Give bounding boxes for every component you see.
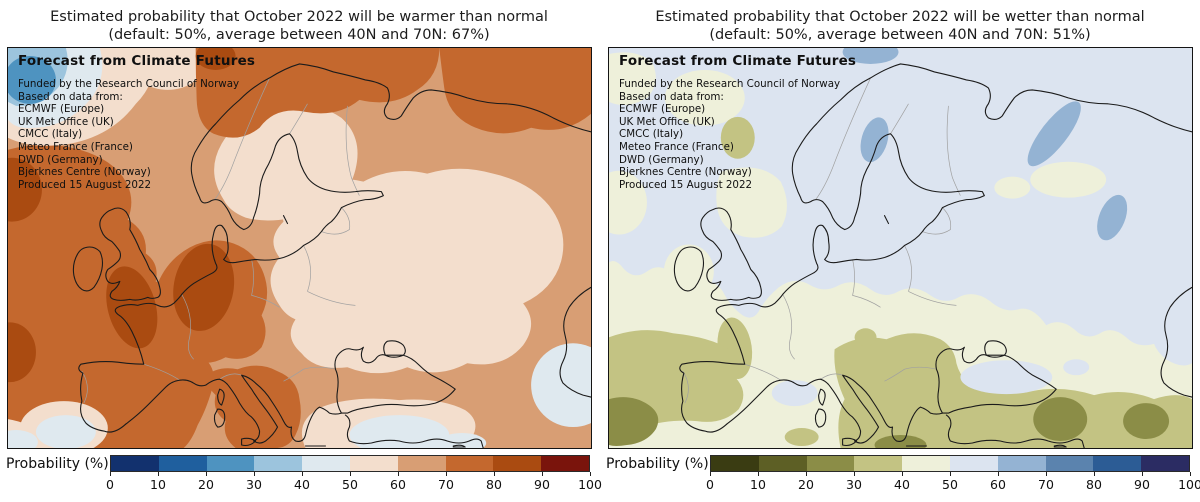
tick-label: 70 (438, 477, 454, 492)
tick-label: 40 (294, 477, 310, 492)
tick-label: 80 (1086, 477, 1102, 492)
tick-label: 100 (578, 477, 602, 492)
colorbar-segment (302, 456, 350, 471)
panel-warmer-title-line2: (default: 50%, average between 40N and 7… (108, 26, 490, 43)
tick-label: 60 (390, 477, 406, 492)
colorbar-ticks-warmer (109, 472, 591, 477)
colorbar-segment (902, 456, 950, 471)
tick-label: 90 (1134, 477, 1150, 492)
colorbar-segment (111, 456, 159, 471)
map-wetter: Forecast from Climate Futures Funded by … (608, 47, 1193, 449)
colorbar-segment (541, 456, 589, 471)
colorbar-label-warmer: Probability (%) (6, 456, 109, 472)
colorbar-warmer (110, 455, 590, 472)
panel-warmer-title: Estimated probability that October 2022 … (7, 9, 591, 44)
tick-label: 10 (750, 477, 766, 492)
tick-label: 80 (486, 477, 502, 492)
map-warmer-svg (8, 48, 591, 448)
tick-label: 70 (1038, 477, 1054, 492)
colorbar-tick-labels-wetter: 0 10 20 30 40 50 60 70 80 90 100 (706, 477, 1200, 493)
colorbar-segment (349, 456, 398, 471)
colorbar-tick-labels-warmer: 0 10 20 30 40 50 60 70 80 90 100 (106, 477, 602, 493)
colorbar-segment (158, 456, 207, 471)
wetter-band-50-60 (609, 48, 1192, 346)
warmer-band-20-30 (8, 55, 56, 104)
colorbar-segment (854, 456, 903, 471)
tick-label: 50 (942, 477, 958, 492)
colorbar-segment (397, 456, 446, 471)
warmer-band-80-90 (8, 48, 236, 383)
tick-label: 90 (534, 477, 550, 492)
tick-label: 100 (1178, 477, 1200, 492)
colorbar-segment (949, 456, 998, 471)
colorbar-ticks-wetter (709, 472, 1191, 477)
colorbar-segment (758, 456, 807, 471)
colorbar-segment (997, 456, 1046, 471)
tick-label: 20 (198, 477, 214, 492)
tick-label: 60 (990, 477, 1006, 492)
tick-label: 30 (246, 477, 262, 492)
colorbar-segment (1045, 456, 1094, 471)
panel-wetter-title-line1: Estimated probability that October 2022 … (655, 9, 1145, 25)
colorbar-segment (493, 456, 542, 471)
colorbar-segment (1093, 456, 1142, 471)
colorbar-segment (254, 456, 303, 471)
wetter-band-40-50-patches (609, 52, 1107, 299)
tick-label: 10 (150, 477, 166, 492)
colorbar-segment (1141, 456, 1189, 471)
tick-label: 40 (894, 477, 910, 492)
map-wetter-svg (609, 48, 1192, 448)
colorbar-segment (206, 456, 255, 471)
tick-label: 0 (106, 477, 114, 492)
panel-wetter-title: Estimated probability that October 2022 … (608, 9, 1192, 44)
tick-label: 50 (342, 477, 358, 492)
wetter-band-20-30 (609, 397, 1170, 448)
colorbar-segment (445, 456, 494, 471)
tick-label: 0 (706, 477, 714, 492)
tick-label: 20 (798, 477, 814, 492)
colorbar-wetter (710, 455, 1190, 472)
colorbar-segment (806, 456, 855, 471)
tick-label: 30 (846, 477, 862, 492)
colorbar-segment (711, 456, 759, 471)
wetter-band-60-70 (842, 48, 1128, 241)
wetter-band-50-60-lobes (771, 290, 1192, 407)
panel-warmer-title-line1: Estimated probability that October 2022 … (50, 9, 548, 25)
map-warmer: Forecast from Climate Futures Funded by … (7, 47, 592, 449)
panel-wetter-title-line2: (default: 50%, average between 40N and 7… (709, 26, 1091, 43)
colorbar-label-wetter: Probability (%) (606, 456, 709, 472)
warmer-band-40-50 (8, 48, 591, 448)
